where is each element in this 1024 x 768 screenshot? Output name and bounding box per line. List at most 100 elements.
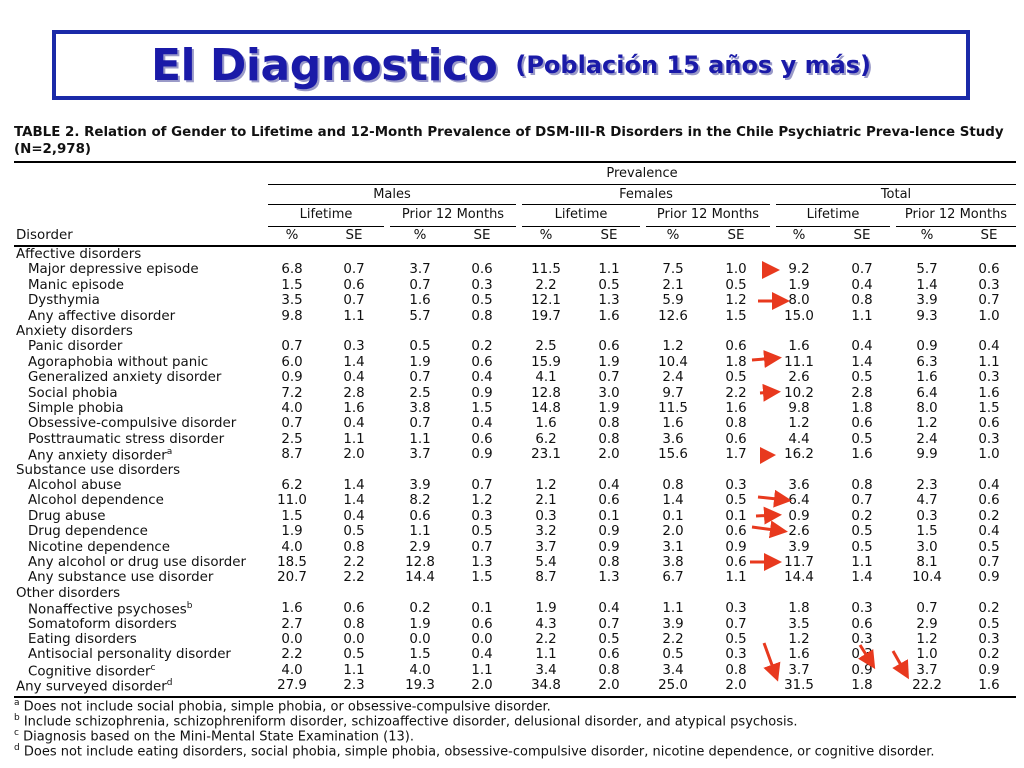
table-cell: 1.6 <box>788 339 810 355</box>
table-cell: 0.4 <box>598 478 620 493</box>
table-cell: 15.9 <box>531 354 561 370</box>
table-cell: 0.9 <box>598 524 620 540</box>
table-cell: 0.9 <box>281 370 303 386</box>
table-cell: 1.2 <box>916 632 938 647</box>
table-cell: 1.6 <box>916 370 938 386</box>
table-cell: 0.9 <box>471 385 493 401</box>
table-cell: 1.6 <box>662 416 684 432</box>
table-cell: 0.2 <box>978 508 1000 524</box>
table-cell: 1.9 <box>788 277 810 293</box>
table-caption: TABLE 2. Relation of Gender to Lifetime … <box>14 125 1004 157</box>
table-rule <box>390 226 516 227</box>
table-rule <box>522 226 640 227</box>
footnote-text: Does not include eating disorders, socia… <box>19 743 935 759</box>
table-cell: 12.8 <box>531 385 561 401</box>
table-cell: 3.6 <box>788 478 810 493</box>
table-cell: 18.5 <box>277 555 307 570</box>
table-rule <box>522 204 770 205</box>
row-label-text: Social phobia <box>28 385 118 401</box>
prevalence-header: Prevalence <box>606 166 678 181</box>
table-cell: 1.6 <box>788 647 810 663</box>
table-cell: 0.7 <box>978 555 1000 570</box>
row-label-text: Posttraumatic stress disorder <box>28 431 225 447</box>
pct-column-header: % <box>413 228 427 243</box>
table-cell: 3.7 <box>409 262 431 278</box>
table-cell: 9.8 <box>281 308 303 324</box>
row-label: Any affective disorder <box>28 309 175 324</box>
table-cell: 1.9 <box>598 354 620 370</box>
table-cell: 19.3 <box>405 678 435 694</box>
table-cell: 0.6 <box>471 616 493 632</box>
table-cell: 0.5 <box>978 539 1000 555</box>
page-title: El Diagnostico <box>150 39 498 91</box>
row-label: Alcohol dependence <box>28 493 164 508</box>
table-cell: 12.6 <box>658 308 688 324</box>
table-cell: 8.0 <box>916 401 938 416</box>
footnote-text: Diagnosis based on the Mini-Mental State… <box>18 728 414 744</box>
table-cell: 0.9 <box>916 339 938 355</box>
table-cell: 1.1 <box>343 308 365 324</box>
table-cell: 1.6 <box>978 678 1000 694</box>
table-cell: 0.4 <box>978 478 1000 493</box>
table-cell: 0.3 <box>916 508 938 524</box>
table-cell: 0.3 <box>471 277 493 293</box>
table-cell: 11.0 <box>277 493 307 509</box>
row-label-text: Generalized anxiety disorder <box>28 370 222 386</box>
row-label: Anxiety disorders <box>16 324 133 339</box>
table-cell: 1.4 <box>662 493 684 509</box>
table-cell: 14.8 <box>531 401 561 416</box>
table-cell: 6.0 <box>281 354 303 370</box>
table-cell: 3.9 <box>409 478 431 493</box>
row-label: Nonaffective psychosesb <box>28 601 192 617</box>
period-header: Prior 12 Months <box>401 207 505 222</box>
table-cell: 1.4 <box>343 354 365 370</box>
table-cell: 0.3 <box>471 508 493 524</box>
table-cell: 11.5 <box>658 401 688 416</box>
table-cell: 1.0 <box>978 447 1000 463</box>
table-cell: 3.9 <box>788 539 810 555</box>
table-cell: 4.7 <box>916 493 938 509</box>
table-cell: 7.5 <box>662 262 684 278</box>
table-cell: 1.4 <box>916 277 938 293</box>
table-cell: 3.2 <box>535 524 557 540</box>
table-cell: 6.7 <box>662 570 684 586</box>
table-cell: 0.8 <box>598 555 620 570</box>
footnote-mark: c <box>150 662 156 673</box>
table-cell: 0.7 <box>409 416 431 432</box>
table-cell: 0.0 <box>409 632 431 647</box>
table-cell: 0.4 <box>978 339 1000 355</box>
period-header: Prior 12 Months <box>904 207 1008 222</box>
table-cell: 4.0 <box>281 662 303 678</box>
row-label-text: Substance use disorders <box>16 462 181 478</box>
table-cell: 10.2 <box>784 385 814 401</box>
table-cell: 0.3 <box>725 647 747 663</box>
row-label-text: Drug abuse <box>28 508 106 524</box>
footnote-mark: a <box>166 447 173 458</box>
table-cell: 6.2 <box>281 478 303 493</box>
row-label-text: Drug dependence <box>28 524 148 540</box>
table-cell: 0.1 <box>662 508 684 524</box>
table-cell: 15.6 <box>658 447 688 463</box>
table-cell: 0.8 <box>343 539 365 555</box>
table-cell: 12.8 <box>405 555 435 570</box>
table-cell: 0.5 <box>471 524 493 540</box>
pct-column-header: % <box>792 228 806 243</box>
table-cell: 0.4 <box>343 370 365 386</box>
row-label-text: Obsessive-compulsive disorder <box>28 416 237 432</box>
row-label: Any substance use disorder <box>28 570 213 585</box>
table-cell: 3.7 <box>409 447 431 463</box>
pct-column-header: % <box>285 228 299 243</box>
table-cell: 0.3 <box>725 601 747 617</box>
table-cell: 1.3 <box>598 293 620 309</box>
row-label: Simple phobia <box>28 401 124 416</box>
row-label: Somatoform disorders <box>28 617 177 632</box>
table-cell: 1.6 <box>725 401 747 416</box>
table-cell: 1.5 <box>409 647 431 663</box>
table-cell: 3.8 <box>409 401 431 416</box>
table-cell: 0.1 <box>725 508 747 524</box>
table-cell: 1.2 <box>788 632 810 647</box>
table-cell: 25.0 <box>658 678 688 694</box>
table-cell: 0.2 <box>851 508 873 524</box>
table-cell: 0.6 <box>598 493 620 509</box>
table-cell: 2.1 <box>535 493 557 509</box>
